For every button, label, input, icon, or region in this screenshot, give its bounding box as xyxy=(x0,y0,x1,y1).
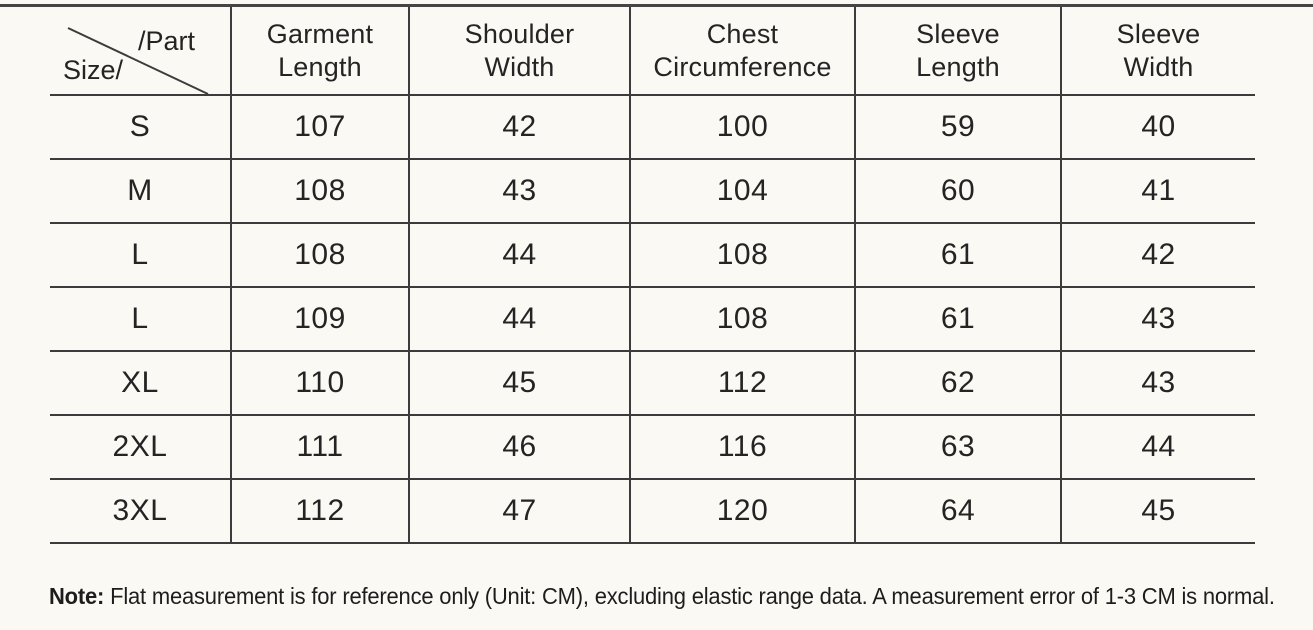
column-header-shoulder-width: Shoulder Width xyxy=(410,7,631,96)
shoulder-width-cell: 46 xyxy=(410,416,631,480)
size-cell: L xyxy=(50,224,232,288)
note-label: Note: xyxy=(49,583,105,609)
size-cell: 3XL xyxy=(50,480,232,544)
sleeve-width-cell: 42 xyxy=(1062,224,1255,288)
chest-circumference-cell: 108 xyxy=(631,288,856,352)
size-cell: XL xyxy=(50,352,232,416)
top-border-line xyxy=(0,4,1313,7)
sleeve-length-cell: 61 xyxy=(856,224,1062,288)
sleeve-length-cell: 60 xyxy=(856,160,1062,224)
size-cell: L xyxy=(50,288,232,352)
diagonal-line xyxy=(67,27,209,95)
chest-circumference-cell: 100 xyxy=(631,96,856,160)
size-table: /Part Size/ Garment Length Shoulder Widt… xyxy=(50,7,1255,544)
shoulder-width-cell: 44 xyxy=(410,224,631,288)
garment-length-cell: 112 xyxy=(232,480,410,544)
corner-part-label: /Part xyxy=(138,26,196,56)
shoulder-width-cell: 44 xyxy=(410,288,631,352)
shoulder-width-cell: 43 xyxy=(410,160,631,224)
sleeve-length-cell: 61 xyxy=(856,288,1062,352)
column-header-garment-length: Garment Length xyxy=(232,7,410,96)
sleeve-width-cell: 43 xyxy=(1062,352,1255,416)
note-text: Flat measurement is for reference only (… xyxy=(104,583,1275,609)
sleeve-width-cell: 41 xyxy=(1062,160,1255,224)
sleeve-length-cell: 59 xyxy=(856,96,1062,160)
column-header-sleeve-width: Sleeve Width xyxy=(1062,7,1255,96)
chest-circumference-cell: 108 xyxy=(631,224,856,288)
sleeve-width-cell: 44 xyxy=(1062,416,1255,480)
garment-length-cell: 110 xyxy=(232,352,410,416)
sleeve-length-cell: 63 xyxy=(856,416,1062,480)
sleeve-length-cell: 62 xyxy=(856,352,1062,416)
sleeve-length-cell: 64 xyxy=(856,480,1062,544)
chest-circumference-cell: 104 xyxy=(631,160,856,224)
shoulder-width-cell: 42 xyxy=(410,96,631,160)
note: Note: Flat measurement is for reference … xyxy=(49,583,1275,610)
corner-header-cell: /Part Size/ xyxy=(50,7,232,96)
chest-circumference-cell: 120 xyxy=(631,480,856,544)
sleeve-width-cell: 43 xyxy=(1062,288,1255,352)
chest-circumference-cell: 116 xyxy=(631,416,856,480)
corner-size-label: Size/ xyxy=(63,55,124,85)
garment-length-cell: 108 xyxy=(232,160,410,224)
column-header-chest-circumference: Chest Circumference xyxy=(631,7,856,96)
size-cell: 2XL xyxy=(50,416,232,480)
column-header-sleeve-length: Sleeve Length xyxy=(856,7,1062,96)
shoulder-width-cell: 45 xyxy=(410,352,631,416)
garment-length-cell: 109 xyxy=(232,288,410,352)
size-cell: S xyxy=(50,96,232,160)
sleeve-width-cell: 45 xyxy=(1062,480,1255,544)
garment-length-cell: 108 xyxy=(232,224,410,288)
chest-circumference-cell: 112 xyxy=(631,352,856,416)
garment-length-cell: 107 xyxy=(232,96,410,160)
size-cell: M xyxy=(50,160,232,224)
sleeve-width-cell: 40 xyxy=(1062,96,1255,160)
shoulder-width-cell: 47 xyxy=(410,480,631,544)
garment-length-cell: 111 xyxy=(232,416,410,480)
